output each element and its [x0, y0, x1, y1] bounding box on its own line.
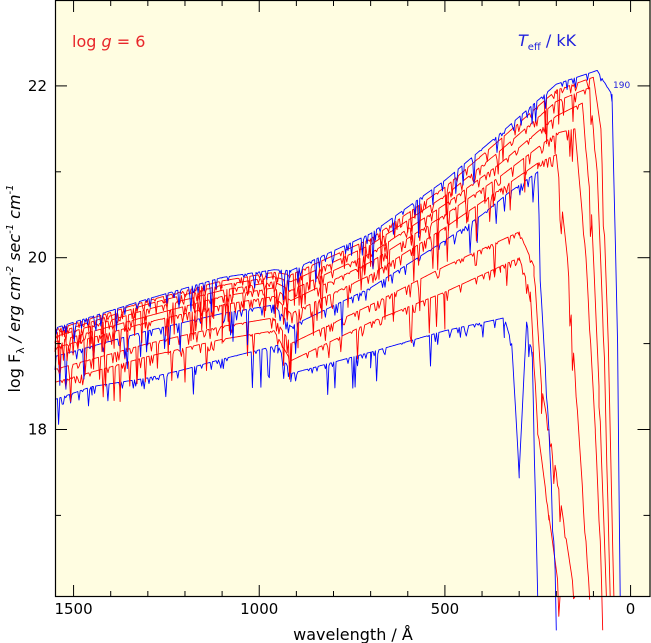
y-title-exp-sec: -1	[5, 224, 16, 234]
x-tick-label: 0	[626, 600, 636, 618]
y-title-exp-cm2: -1	[5, 184, 16, 194]
teff-t: T	[518, 31, 529, 50]
teff-suffix: / kK	[541, 31, 577, 50]
plot-frame	[54, 0, 651, 598]
spectrum-red-8	[54, 76, 615, 598]
logg-prefix: log	[72, 32, 101, 51]
y-title-unit: / erg cm	[5, 276, 24, 345]
y-title-lambda: λ	[14, 347, 27, 354]
spectrum-red-6	[54, 102, 607, 598]
x-axis-title: wavelength / Å	[293, 625, 413, 643]
x-tick-label: 1000	[240, 600, 278, 618]
spectrum-red-2	[54, 231, 576, 600]
y-tick-label: 22	[28, 77, 47, 95]
logg-suffix: = 6	[112, 32, 146, 51]
axis-ticks: 1500 1000 500 0 18 20 22	[28, 0, 650, 618]
spectrum-blue-9	[54, 69, 621, 598]
y-tick-label: 18	[28, 420, 47, 438]
peak-temperature-label: 190	[613, 81, 630, 91]
x-tick-label: 500	[431, 600, 460, 618]
spectrum-red-5	[54, 128, 604, 631]
teff-annotation: Teff / kK	[518, 31, 577, 53]
y-title-logf: log F	[5, 354, 24, 393]
y-tick-label: 20	[28, 249, 47, 267]
x-tick-label: 1500	[54, 600, 92, 618]
spectrum-blue-3	[54, 171, 557, 631]
y-title-sec: sec	[5, 234, 24, 261]
spectrum-blue-0	[54, 317, 539, 598]
y-title-cm: cm	[5, 194, 24, 218]
logg-g: g	[101, 32, 111, 51]
spectrum-red-1	[54, 257, 561, 617]
logg-annotation: log g = 6	[72, 32, 145, 51]
spectra-series	[54, 69, 621, 631]
y-title-exp-cm: -2	[5, 266, 16, 276]
y-axis-title: log Fλ/ erg cm-2sec-1cm-1	[5, 184, 27, 392]
teff-sub: eff	[528, 42, 542, 53]
